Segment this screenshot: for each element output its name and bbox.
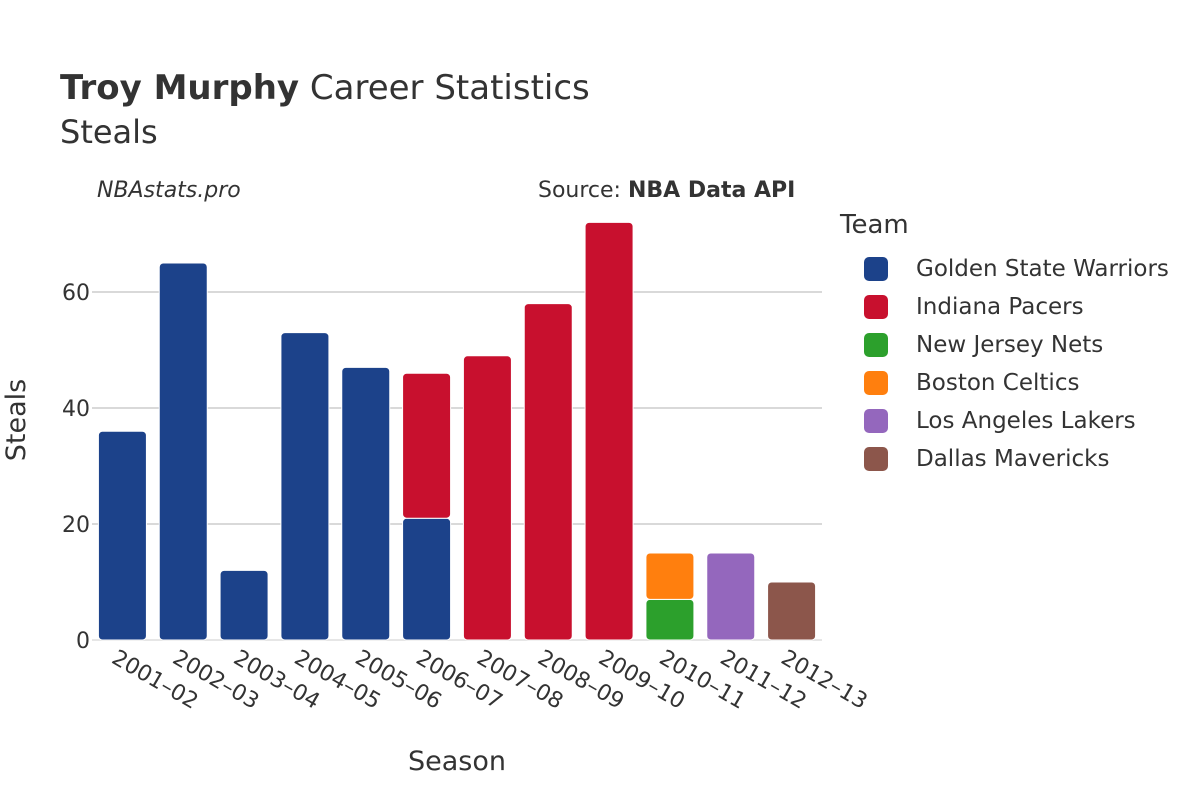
source-label: Source: bbox=[538, 178, 628, 203]
y-tick-label: 0 bbox=[76, 629, 90, 654]
legend-label: Dallas Mavericks bbox=[916, 446, 1110, 472]
legend-label: Boston Celtics bbox=[916, 370, 1080, 396]
chart-title-rest: Career Statistics bbox=[299, 68, 590, 108]
y-tick-label: 40 bbox=[62, 397, 90, 422]
legend-item[interactable]: New Jersey Nets bbox=[840, 326, 1169, 364]
legend-title: Team bbox=[840, 210, 909, 240]
legend-items: Golden State Warriors Indiana Pacers New J… bbox=[840, 250, 1169, 478]
y-axis-label: Steals bbox=[1, 379, 32, 461]
legend: Team Golden State Warriors Indiana Pacers… bbox=[840, 210, 1169, 478]
legend-item[interactable]: Golden State Warriors bbox=[840, 250, 1169, 288]
bar-segment[interactable] bbox=[523, 303, 573, 641]
chart-title-player: Troy Murphy bbox=[60, 68, 300, 108]
chart-subtitle: Steals bbox=[60, 113, 158, 151]
legend-swatch bbox=[864, 333, 888, 357]
legend-label: Los Angeles Lakers bbox=[916, 408, 1136, 434]
bar-segment[interactable] bbox=[97, 430, 147, 641]
legend-swatch bbox=[864, 371, 888, 395]
bar-segment[interactable] bbox=[158, 262, 208, 641]
legend-item[interactable]: Indiana Pacers bbox=[840, 288, 1169, 326]
legend-swatch bbox=[864, 295, 888, 319]
y-tick-label: 20 bbox=[62, 513, 90, 538]
bar-segment[interactable] bbox=[341, 366, 391, 641]
brand-watermark: NBAstats.pro bbox=[97, 178, 241, 203]
source-name: NBA Data API bbox=[627, 178, 796, 203]
legend-label: New Jersey Nets bbox=[916, 332, 1104, 358]
legend-item[interactable]: Boston Celtics bbox=[840, 364, 1169, 402]
bar-segment[interactable] bbox=[402, 372, 452, 519]
bar-segment[interactable] bbox=[767, 581, 817, 641]
legend-swatch bbox=[864, 447, 888, 471]
bar-segment[interactable] bbox=[706, 552, 756, 641]
bar-segment[interactable] bbox=[219, 569, 269, 641]
y-tick-label: 60 bbox=[62, 281, 90, 306]
y-axis-ticks: 0 20 40 60 bbox=[62, 281, 90, 654]
legend-label: Golden State Warriors bbox=[916, 256, 1169, 282]
gridlines bbox=[92, 291, 822, 641]
bar-segment[interactable] bbox=[645, 598, 695, 641]
bar-segment[interactable] bbox=[645, 552, 695, 600]
bar-segment[interactable] bbox=[584, 221, 634, 641]
x-axis-ticks: 2001–022002–032003–042004–052005–062006–… bbox=[107, 646, 871, 715]
source-credit: Source: NBA Data API bbox=[538, 178, 795, 203]
bar-segment[interactable] bbox=[402, 517, 452, 641]
bar-segment[interactable] bbox=[462, 355, 512, 641]
legend-item[interactable]: Los Angeles Lakers bbox=[840, 402, 1169, 440]
legend-label: Indiana Pacers bbox=[916, 294, 1084, 320]
legend-swatch bbox=[864, 409, 888, 433]
bars bbox=[97, 221, 817, 641]
legend-item[interactable]: Dallas Mavericks bbox=[840, 440, 1169, 478]
legend-swatch bbox=[864, 257, 888, 281]
bar-segment[interactable] bbox=[280, 332, 330, 641]
x-axis-label: Season bbox=[408, 746, 506, 777]
chart-title: Troy Murphy Career Statistics bbox=[60, 68, 590, 108]
